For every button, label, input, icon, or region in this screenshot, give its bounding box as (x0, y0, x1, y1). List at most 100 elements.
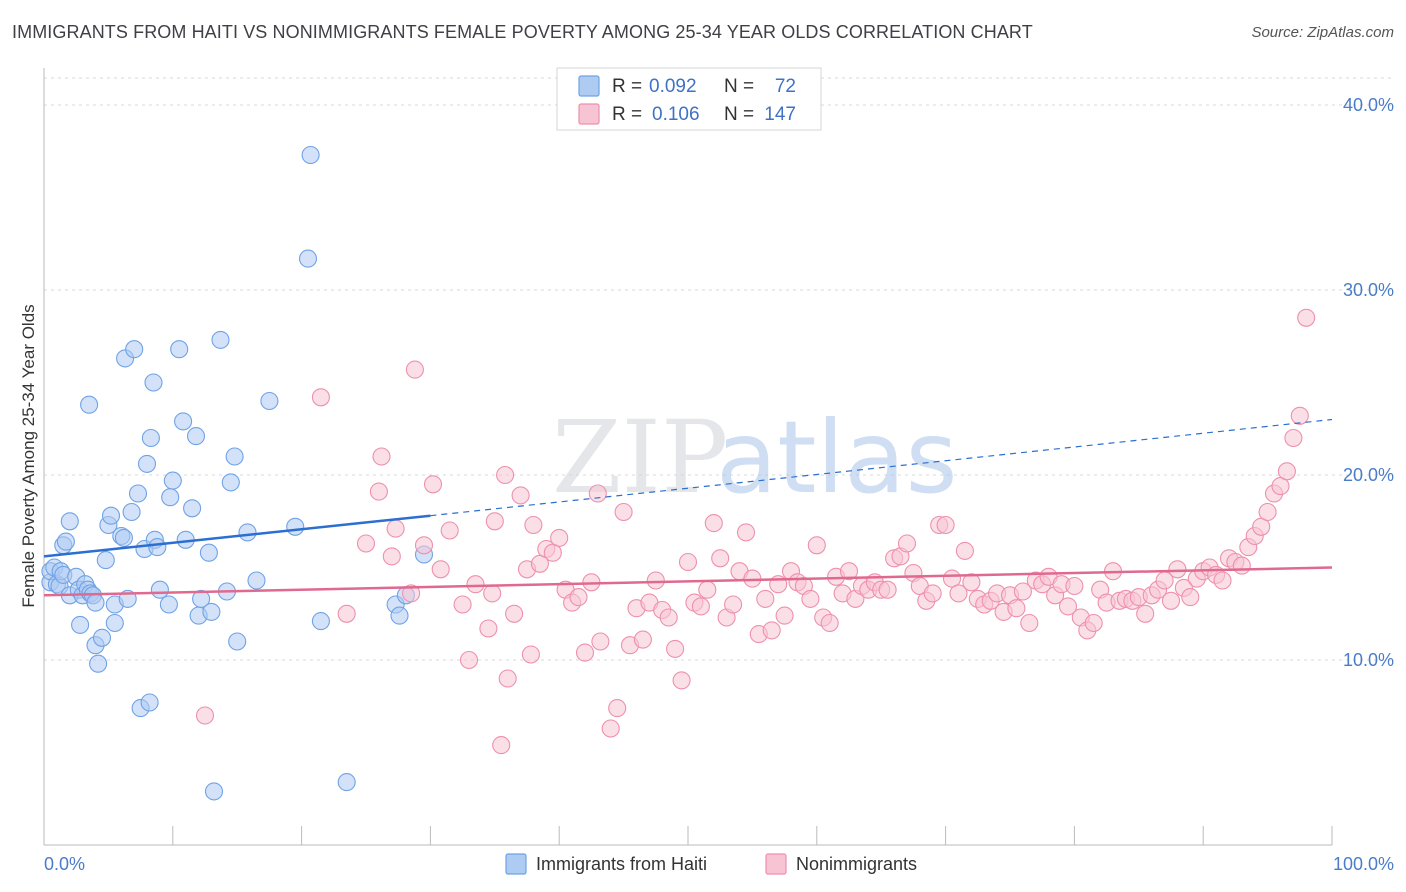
point-haiti-54 (192, 589, 211, 608)
point-haiti-27 (105, 613, 124, 633)
point-haiti-61 (225, 447, 244, 466)
point-nonimmigrants-22 (498, 669, 517, 688)
watermark-atlas: atlas (716, 399, 958, 516)
x-tick-label-left: 0.0% (44, 854, 85, 874)
point-nonimmigrants-51 (678, 552, 698, 572)
point-nonimmigrants-55 (704, 514, 723, 533)
legend-swatch-haiti (578, 75, 600, 97)
point-nonimmigrants-35 (575, 643, 595, 662)
point-nonimmigrants-44 (633, 630, 652, 649)
point-haiti-23 (92, 628, 112, 647)
point-haiti-8 (56, 532, 75, 551)
point-nonimmigrants-103 (1013, 582, 1032, 601)
series-immigrants-from-haiti (41, 145, 434, 801)
point-nonimmigrants-40 (608, 699, 627, 718)
point-nonimmigrants-111 (1065, 576, 1084, 596)
bottom-legend-swatch-haiti (505, 853, 527, 875)
point-nonimmigrants-34 (569, 588, 588, 607)
point-nonimmigrants-3 (356, 534, 376, 553)
legend-n-label-haiti: N = (724, 76, 754, 97)
point-haiti-70 (337, 773, 356, 792)
point-haiti-56 (202, 602, 221, 621)
point-haiti-63 (238, 523, 257, 542)
point-nonimmigrants-0 (195, 706, 215, 725)
point-haiti-24 (96, 551, 115, 570)
point-haiti-35 (128, 484, 148, 503)
point-nonimmigrants-4 (369, 482, 388, 501)
point-nonimmigrants-10 (414, 536, 434, 555)
point-haiti-22 (89, 654, 108, 673)
point-nonimmigrants-12 (431, 560, 450, 579)
point-haiti-52 (186, 427, 206, 446)
y-axis-label: Female Poverty Among 25-34 Year Olds (19, 304, 38, 607)
point-nonimmigrants-114 (1084, 613, 1103, 633)
x-tick-label-right: 100.0% (1333, 854, 1394, 874)
y-tick-label-1: 20.0% (1343, 465, 1394, 485)
top-legend: R = 0.092 N = 72 R = 0.106 N = 147 (556, 67, 822, 131)
x-ticks (43, 826, 1333, 845)
point-nonimmigrants-49 (666, 639, 685, 658)
point-nonimmigrants-16 (466, 575, 485, 594)
point-haiti-46 (161, 488, 180, 507)
point-nonimmigrants-21 (496, 465, 515, 485)
point-haiti-41 (144, 373, 163, 392)
legend-n-value-haiti: 72 (775, 76, 796, 97)
point-nonimmigrants-20 (492, 736, 511, 755)
point-nonimmigrants-39 (601, 719, 620, 738)
chart-source: Source: ZipAtlas.com (1251, 24, 1394, 41)
point-nonimmigrants-24 (511, 486, 530, 505)
point-haiti-26 (101, 506, 121, 525)
point-haiti-44 (150, 580, 169, 599)
point-nonimmigrants-50 (672, 671, 691, 690)
point-haiti-40 (141, 428, 160, 448)
legend-r-label-haiti: R = (612, 76, 642, 97)
point-haiti-58 (211, 330, 230, 349)
point-haiti-20 (86, 593, 105, 612)
point-nonimmigrants-104 (1020, 613, 1039, 633)
point-nonimmigrants-2 (337, 604, 356, 623)
point-nonimmigrants-58 (724, 595, 743, 614)
trend-line-nonimmigrants (43, 566, 1333, 597)
watermark-zip: ZIP (552, 399, 728, 516)
series-nonimmigrants (195, 308, 1316, 755)
point-nonimmigrants-66 (775, 606, 794, 625)
trend-line-haiti-extension (430, 418, 1333, 517)
point-nonimmigrants-7 (386, 519, 405, 538)
point-nonimmigrants-18 (483, 584, 502, 603)
point-nonimmigrants-141 (1258, 502, 1277, 522)
point-nonimmigrants-6 (382, 547, 401, 566)
point-haiti-48 (170, 340, 189, 359)
point-nonimmigrants-53 (691, 597, 710, 616)
point-nonimmigrants-5 (372, 447, 391, 466)
point-haiti-69 (311, 612, 330, 631)
point-nonimmigrants-27 (524, 515, 543, 535)
legend-box (556, 67, 822, 131)
point-haiti-67 (298, 249, 318, 268)
point-haiti-65 (260, 391, 279, 411)
trend-lines (43, 418, 1333, 597)
point-nonimmigrants-129 (1181, 588, 1200, 607)
point-haiti-47 (163, 471, 182, 490)
point-haiti-49 (174, 412, 193, 431)
y-tick-label-2: 30.0% (1343, 280, 1394, 300)
legend-r-label-nonimmigrants: R = (612, 104, 642, 125)
point-haiti-68 (301, 145, 320, 165)
point-nonimmigrants-110 (1058, 597, 1078, 616)
point-nonimmigrants-144 (1277, 462, 1296, 481)
point-nonimmigrants-26 (521, 645, 540, 664)
point-nonimmigrants-126 (1161, 591, 1181, 610)
watermark: ZIP atlas (552, 399, 958, 516)
legend-n-value-nonimmigrants: 147 (764, 104, 796, 125)
point-nonimmigrants-82 (878, 580, 897, 599)
point-nonimmigrants-102 (1007, 599, 1026, 618)
point-nonimmigrants-76 (839, 562, 859, 581)
point-nonimmigrants-64 (762, 621, 781, 640)
point-nonimmigrants-127 (1168, 560, 1187, 579)
bottom-legend: Immigrants from Haiti Nonimmigrants (505, 853, 917, 875)
point-nonimmigrants-23 (505, 604, 524, 623)
point-haiti-57 (204, 782, 224, 801)
point-nonimmigrants-63 (756, 589, 775, 608)
point-nonimmigrants-37 (588, 484, 607, 503)
point-nonimmigrants-61 (743, 569, 762, 588)
